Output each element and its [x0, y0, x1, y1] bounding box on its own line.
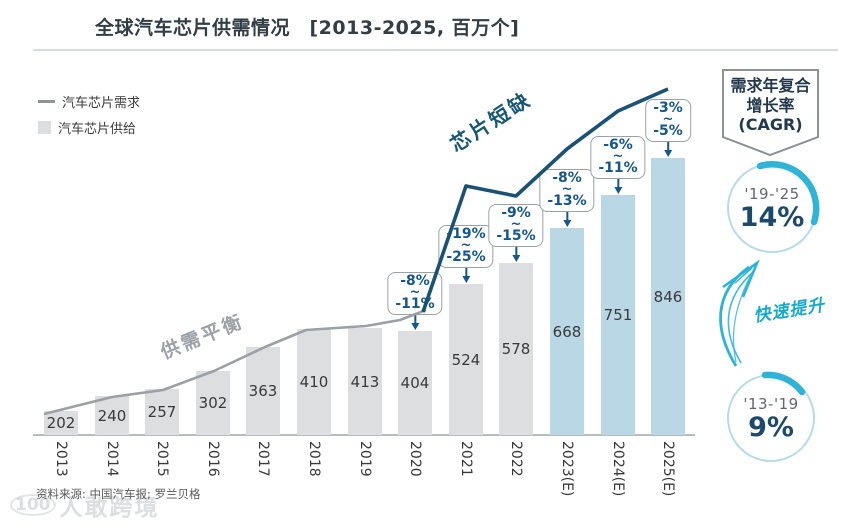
gauge-period-label: '19-'25 — [744, 185, 800, 203]
callout-arrow-stem — [514, 247, 517, 255]
title-divider — [33, 49, 838, 51]
supply-bar-2022: 578 — [499, 263, 533, 435]
callout-arrow-stem — [667, 142, 669, 150]
shortage-callout-2024(E): -6% ~ -11% — [590, 136, 646, 194]
callout-arrow-head-icon — [511, 255, 520, 262]
source-note: 资料来源: 中国汽车报; 罗兰贝格 — [36, 487, 201, 501]
supply-value-label: 846 — [653, 287, 683, 306]
cagr-banner-line3: (CAGR) — [738, 115, 803, 134]
legend-demand-label: 汽车芯片需求 — [62, 96, 141, 111]
callout-arrow-head-icon — [613, 187, 622, 194]
shortage-range-box: -8% ~ -11% — [387, 272, 443, 315]
supply-value-label: 302 — [198, 394, 228, 412]
shortage-range-box: -6% ~ -11% — [590, 136, 646, 179]
gauge-value-label: 14% — [739, 202, 805, 233]
shortage-range-line: -11% — [598, 160, 638, 176]
x-axis-label-2025(E): 2025(E) — [660, 441, 676, 497]
callout-arrow-head-icon — [664, 150, 672, 157]
shortage-range-line: ~ — [409, 285, 421, 300]
supply-value-label: 751 — [603, 306, 633, 324]
x-axis-label-2017: 2017 — [255, 441, 271, 477]
supply-bar-2024(E): 751 — [601, 195, 635, 435]
shortage-callout-2025(E): -3% ~ -5% — [645, 99, 691, 157]
supply-value-label: 404 — [400, 374, 430, 392]
shortage-callout-2021: -19% ~ -25% — [438, 225, 494, 283]
supply-bar-2014: 240 — [95, 396, 129, 435]
supply-value-label: 257 — [147, 403, 177, 421]
callout-arrow-head-icon — [461, 276, 470, 283]
cagr-banner-text: 需求年复合 增长率 (CAGR) — [721, 76, 820, 135]
shortage-range-line: -13% — [547, 193, 587, 209]
supply-value-label: 413 — [350, 372, 380, 391]
supply-bar-2020: 404 — [398, 331, 432, 435]
shortage-callout-2020: -8% ~ -11% — [387, 272, 443, 330]
gauge-period-label: '13-'19 — [743, 395, 799, 413]
x-axis-label-2016: 2016 — [205, 441, 221, 477]
legend-item-supply: 汽车芯片供给 — [38, 118, 140, 137]
cagr-banner-line2: 增长率 — [746, 95, 795, 115]
callout-arrow-stem — [413, 315, 416, 323]
supply-bar-2023(E): 668 — [550, 228, 584, 435]
callout-arrow-stem — [616, 179, 619, 187]
supply-bar-2025(E): 846 — [651, 158, 685, 435]
shortage-range-line: -15% — [496, 228, 536, 244]
supply-value-label: 202 — [46, 414, 76, 432]
shortage-range-box: -9% ~ -15% — [488, 204, 544, 247]
supply-bar-2017: 363 — [246, 347, 280, 435]
legend: 汽车芯片需求 汽车芯片供给 — [38, 92, 140, 144]
shortage-range-box: -8% ~ -13% — [539, 169, 595, 212]
x-axis-label-2022: 2022 — [508, 441, 524, 477]
legend-item-demand: 汽车芯片需求 — [38, 92, 140, 111]
supply-bar-2021: 524 — [449, 284, 483, 435]
supply-bar-2019: 413 — [348, 328, 382, 435]
gauge-value-label: 9% — [748, 412, 794, 443]
supply-bar-2018: 410 — [297, 329, 331, 435]
watermark-logo: 100 — [10, 494, 56, 516]
x-axis-label-2014: 2014 — [104, 441, 120, 477]
shortage-range-line: -5% — [653, 123, 683, 139]
supply-bar-2015: 257 — [145, 389, 179, 435]
shortage-callout-2023(E): -8% ~ -13% — [539, 169, 595, 227]
supply-bar-2013: 202 — [44, 411, 78, 435]
cagr-gauge-13-19: '13-'19 9% — [725, 395, 817, 443]
cagr-banner-line1: 需求年复合 — [730, 76, 811, 95]
supply-value-label: 578 — [501, 340, 531, 358]
demand-line-swatch-icon — [38, 100, 55, 103]
x-axis-label-2015: 2015 — [154, 441, 170, 477]
x-axis-label-2020: 2020 — [407, 441, 423, 477]
x-axis-line — [33, 434, 695, 436]
callout-arrow-stem — [464, 268, 467, 276]
x-axis-label-2021: 2021 — [458, 441, 474, 477]
shortage-range-line: -11% — [395, 296, 435, 312]
supply-value-label: 240 — [97, 406, 127, 425]
x-axis-label-2019: 2019 — [357, 441, 373, 477]
shortage-range-box: -3% ~ -5% — [645, 99, 691, 142]
watermark: 100 人敢跨境 — [10, 488, 160, 522]
x-axis-label-2024(E): 2024(E) — [610, 441, 626, 497]
shortage-range-box: -19% ~ -25% — [438, 225, 494, 268]
x-axis-label-2018: 2018 — [306, 441, 322, 477]
supply-value-label: 668 — [552, 322, 582, 341]
x-axis-label-2013: 2013 — [53, 441, 69, 477]
page-title: 全球汽车芯片供需情况 [2013-2025, 百万个] — [95, 17, 520, 39]
callout-arrow-head-icon — [410, 323, 419, 330]
supply-bar-swatch-icon — [38, 121, 51, 134]
callout-arrow-stem — [565, 212, 568, 220]
supply-value-label: 524 — [451, 350, 481, 369]
cagr-gauge-19-25: '19-'25 14% — [726, 185, 818, 233]
watermark-text: 人敢跨境 — [59, 495, 160, 521]
supply-bar-2016: 302 — [196, 371, 230, 435]
supply-value-label: 363 — [248, 382, 278, 400]
legend-supply-label: 汽车芯片供给 — [58, 122, 137, 137]
shortage-range-line: -25% — [446, 249, 486, 265]
shortage-callout-2022: -9% ~ -15% — [488, 204, 544, 262]
supply-value-label: 410 — [299, 373, 329, 391]
x-axis-label-2023(E): 2023(E) — [559, 441, 575, 497]
callout-arrow-head-icon — [562, 220, 571, 227]
